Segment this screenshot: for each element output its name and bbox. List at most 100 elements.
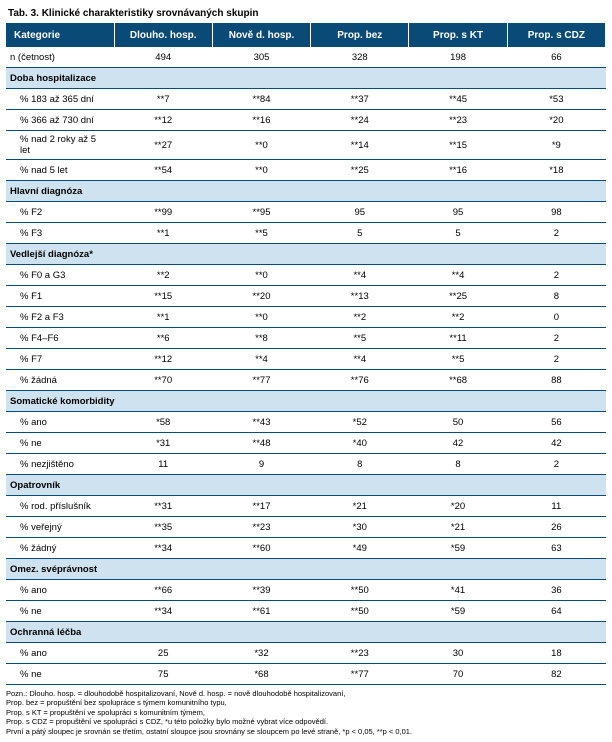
section-header: Ochranná léčba [6,622,606,643]
cell: 95 [409,202,507,223]
cell: 30 [409,643,507,664]
row-label: % nezjištěno [6,454,114,475]
cell: **23 [311,643,409,664]
cell: **31 [114,496,212,517]
cell: **37 [311,89,409,110]
cell: 42 [507,433,605,454]
cell: **27 [114,131,212,160]
cell: 11 [114,454,212,475]
cell: 11 [507,496,605,517]
cell: **99 [114,202,212,223]
cell: **6 [114,328,212,349]
cell: **5 [212,223,310,244]
cell: 64 [507,601,605,622]
cell: **17 [212,496,310,517]
cell: **68 [409,370,507,391]
cell: **1 [114,223,212,244]
cell: 18 [507,643,605,664]
cell: **12 [114,110,212,131]
section-header: Hlavní diagnóza [6,181,606,202]
cell: **48 [212,433,310,454]
row-label: % ano [6,580,114,601]
section-header: Opatrovník [6,475,606,496]
cell: **45 [409,89,507,110]
cell: 36 [507,580,605,601]
cell: *21 [409,517,507,538]
cell: **4 [212,349,310,370]
row-label: % ne [6,664,114,685]
cell: 2 [507,349,605,370]
cell: *20 [507,110,605,131]
cell: **11 [409,328,507,349]
cell: **1 [114,307,212,328]
section-header: Somatické komorbidity [6,391,606,412]
footnote-line: Prop. bez = propuštění bez spolupráce s … [6,698,606,707]
cell: **4 [409,265,507,286]
cell: **2 [311,307,409,328]
section-header: Omez. svéprávnost [6,559,606,580]
cell: **77 [212,370,310,391]
row-label: % veřejný [6,517,114,538]
cell: *21 [311,496,409,517]
cell: **24 [311,110,409,131]
cell: **76 [311,370,409,391]
cell: 198 [409,47,507,68]
col-header: Prop. s KT [409,23,507,47]
col-header: Prop. s CDZ [507,23,605,47]
cell: 5 [409,223,507,244]
cell: **0 [212,131,310,160]
footnote-line: První a pátý sloupec je srovnán se třetí… [6,727,606,736]
row-label: % F2 a F3 [6,307,114,328]
row-label: n (četnost) [6,47,114,68]
footnote-line: Prop. s CDZ = propuštění ve spolupráci s… [6,717,606,726]
cell: **43 [212,412,310,433]
cell: *59 [409,538,507,559]
cell: 95 [311,202,409,223]
cell: **12 [114,349,212,370]
cell: *41 [409,580,507,601]
row-label: % F2 [6,202,114,223]
cell: **4 [311,265,409,286]
row-label: % žádný [6,538,114,559]
cell: **34 [114,601,212,622]
cell: 2 [507,454,605,475]
cell: **54 [114,160,212,181]
cell: **0 [212,265,310,286]
cell: **23 [409,110,507,131]
cell: **5 [311,328,409,349]
cell: **2 [114,265,212,286]
cell: **95 [212,202,310,223]
cell: 56 [507,412,605,433]
cell: **13 [311,286,409,307]
cell: *31 [114,433,212,454]
cell: 88 [507,370,605,391]
cell: **5 [409,349,507,370]
cell: **25 [409,286,507,307]
row-label: % ne [6,433,114,454]
cell: 25 [114,643,212,664]
cell: *52 [311,412,409,433]
footnote-line: Prop. s KT = propuštění ve spolupráci s … [6,708,606,717]
cell: 26 [507,517,605,538]
cell: **50 [311,580,409,601]
cell: 82 [507,664,605,685]
cell: **66 [114,580,212,601]
clinical-table: KategorieDlouho. hosp.Nově d. hosp.Prop.… [6,23,606,685]
row-label: % 366 až 730 dní [6,110,114,131]
cell: 70 [409,664,507,685]
cell: 8 [507,286,605,307]
row-label: % F4–F6 [6,328,114,349]
cell: **77 [311,664,409,685]
cell: *30 [311,517,409,538]
cell: **14 [311,131,409,160]
cell: **35 [114,517,212,538]
cell: *18 [507,160,605,181]
cell: **84 [212,89,310,110]
row-label: % 183 až 365 dní [6,89,114,110]
cell: **8 [212,328,310,349]
table-title: Tab. 3. Klinické charakteristiky srovnáv… [8,8,606,19]
cell: *20 [409,496,507,517]
footnotes: Pozn.: Dlouho. hosp. = dlouhodobě hospit… [6,689,606,736]
row-label: % F7 [6,349,114,370]
cell: 305 [212,47,310,68]
